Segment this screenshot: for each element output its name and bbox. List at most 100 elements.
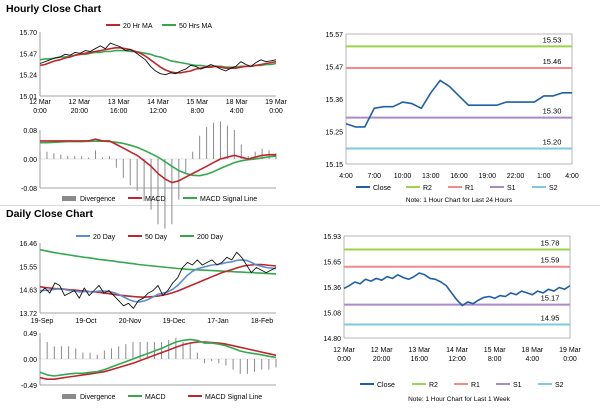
daily-levels-x-tick-label: 20:00: [373, 356, 391, 363]
daily-price-x-tick-label: 19-Oct: [75, 318, 96, 325]
hourly-price-y-tick-label: 15.70: [19, 30, 37, 37]
hourly-r1-level-label: 15.46: [543, 57, 562, 66]
daily-levels-x-tick-label: 0:00: [563, 356, 577, 363]
hourly-levels-close-legend-label: Close: [373, 185, 391, 192]
daily-macd-y-tick-label: 0.00: [23, 357, 37, 364]
daily-levels-x-tick-label: 13 Mar: [408, 347, 430, 354]
daily-20-day-line: [40, 259, 277, 303]
daily-levels-y-tick-label: 14.80: [323, 336, 341, 343]
daily-s1-level-label: 15.17: [541, 294, 560, 303]
daily-levels-x-tick-label: 16:00: [411, 356, 429, 363]
hourly-macd-y-tick-label: -0.08: [21, 186, 37, 193]
hourly-levels-x-tick-label: 10:00: [394, 173, 412, 180]
hourly-price-x-tick-label: 14 Mar: [147, 99, 169, 106]
hourly-levels-s2-legend-label: S2: [549, 185, 558, 192]
daily-levels-x-tick-label: 12 Mar: [371, 347, 393, 354]
hourly-levels-s1-legend-label: S1: [507, 185, 516, 192]
hourly-levels-close-line: [345, 79, 572, 128]
hourly-50hr-ma-legend-label: 50 Hrs MA: [179, 23, 212, 30]
hourly-levels-x-tick-label: 19:00: [478, 173, 496, 180]
daily-50-day-legend-label: 50 Day: [145, 234, 168, 241]
daily-levels-y-tick-label: 15.65: [323, 260, 341, 267]
daily-levels-s1-legend-label: S1: [513, 382, 522, 389]
daily-levels-x-tick-label: 0:00: [337, 356, 351, 363]
hourly-price-y-tick-label: 15.01: [19, 94, 37, 101]
hourly-price-x-tick-label: 4:00: [230, 108, 244, 115]
daily-levels-x-tick-label: 12:00: [448, 356, 466, 363]
daily-price-y-tick-label: 16.46: [19, 241, 37, 248]
daily-price-y-tick-label: 14.63: [19, 288, 37, 295]
hourly-divergence-legend-label: Divergence: [80, 196, 116, 203]
daily-levels-x-tick-label: 12 Mar: [333, 347, 355, 354]
daily-levels-y-tick-label: 15.08: [323, 311, 341, 318]
hourly-s1-level-label: 15.30: [543, 107, 562, 116]
hourly-price-x-tick-label: 15 Mar: [186, 99, 208, 106]
hourly-section-title: Hourly Close Chart: [6, 3, 102, 15]
hourly-levels-x-tick-label: 22:00: [507, 173, 525, 180]
hourly-divergence-legend-swatch: [62, 196, 76, 201]
hourly-20hr-ma-legend-label: 20 Hr MA: [123, 23, 153, 30]
hourly-close-line: [39, 42, 277, 76]
hourly-price-x-tick-label: 0:00: [269, 108, 283, 115]
hourly-levels-x-tick-label: 4:00: [339, 173, 353, 180]
hourly-levels-x-tick-label: 16:00: [450, 173, 468, 180]
hourly-price-x-tick-label: 20:00: [71, 108, 89, 115]
hourly-r2-level-label: 15.53: [543, 35, 562, 44]
daily-levels-x-tick-label: 8:00: [488, 356, 502, 363]
hourly-levels-note: Note: 1 Hour Chart for Last 24 Hours: [406, 197, 513, 204]
daily-price-y-tick-label: 13.72: [19, 311, 37, 318]
hourly-levels-x-tick-label: 4:00: [565, 173, 579, 180]
daily-r2-level-label: 15.78: [541, 239, 560, 248]
hourly-price-x-tick-label: 12:00: [149, 108, 167, 115]
hourly-macd-y-tick-label: 0.00: [23, 157, 37, 164]
daily-levels-frame: [343, 235, 571, 339]
daily-macd-y-tick-label: 0.49: [23, 331, 37, 338]
hourly-levels-x-tick-label: 13:00: [422, 173, 440, 180]
hourly-levels-y-tick-label: 15.47: [325, 65, 343, 72]
daily-levels-note: Note: 1 Hour Chart for Last 1 Week: [408, 396, 511, 403]
daily-levels-x-tick-label: 19 Mar: [559, 347, 581, 354]
daily-price-x-tick-label: 20-Nov: [119, 318, 142, 325]
hourly-levels-y-tick-label: 15.15: [325, 162, 343, 169]
daily-s2-level-label: 14.95: [541, 313, 560, 322]
daily-macd-signal-legend-label: MACD Signal Line: [205, 394, 262, 401]
daily-20-day-legend-label: 20 Day: [93, 234, 116, 241]
daily-macd-legend-label: MACD: [145, 394, 166, 401]
hourly-price-y-tick-label: 15.24: [19, 73, 37, 80]
daily-levels-x-tick-label: 18 Mar: [521, 347, 543, 354]
hourly-levels-x-tick-label: 1:00: [537, 173, 551, 180]
hourly-macd-y-tick-label: 0.08: [23, 128, 37, 135]
hourly-price-x-tick-label: 19 Mar: [265, 99, 287, 106]
hourly-macd-line: [40, 138, 276, 184]
hourly-price-x-tick-label: 12 Mar: [68, 99, 90, 106]
daily-levels-x-tick-label: 14 Mar: [446, 347, 468, 354]
hourly-levels-y-tick-label: 15.57: [325, 32, 343, 39]
hourly-levels-y-tick-label: 15.36: [325, 97, 343, 104]
hourly-levels-y-tick-label: 15.25: [325, 130, 343, 137]
daily-macd-signal-line: [39, 341, 277, 381]
daily-divergence-legend-swatch: [62, 394, 76, 399]
daily-levels-close-line: [343, 272, 571, 307]
daily-divergence-legend-label: Divergence: [80, 394, 116, 401]
hourly-levels-x-tick-label: 7:00: [367, 173, 381, 180]
hourly-levels-r2-legend-label: R2: [423, 185, 432, 192]
daily-levels-r1-legend-label: R1: [471, 382, 480, 389]
hourly-levels-frame: [345, 33, 573, 165]
hourly-macd-signal-legend-label: MACD Signal Line: [200, 196, 257, 203]
daily-close-line: [39, 251, 277, 309]
hourly-price-y-tick-label: 15.47: [19, 51, 37, 58]
hourly-price-x-tick-label: 12 Mar: [29, 99, 51, 106]
daily-50-day-line: [39, 263, 277, 299]
daily-macd-line: [39, 338, 277, 377]
hourly-s2-level-label: 15.20: [543, 138, 562, 147]
daily-section-title: Daily Close Chart: [6, 208, 93, 220]
hourly-macd-legend-label: MACD: [145, 196, 166, 203]
daily-levels-y-tick-label: 15.36: [323, 285, 341, 292]
daily-price-x-tick-label: 17-Jan: [207, 318, 229, 325]
daily-r1-level-label: 15.59: [541, 256, 560, 265]
daily-levels-y-tick-label: 15.93: [323, 234, 341, 241]
hourly-20hr-ma-line: [39, 46, 277, 74]
section-divider: [0, 205, 600, 206]
daily-levels-x-tick-label: 4:00: [526, 356, 540, 363]
